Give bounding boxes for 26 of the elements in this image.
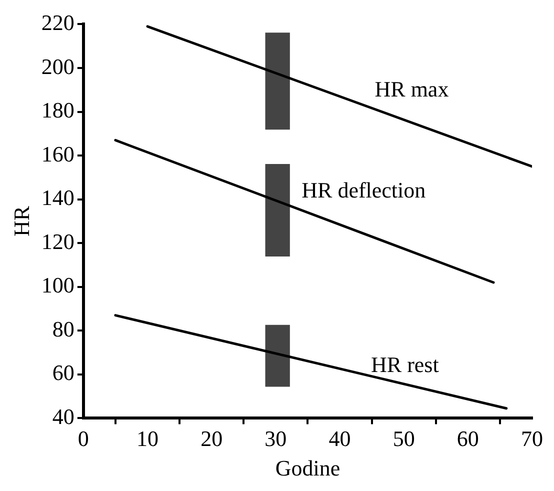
bar	[265, 324, 290, 387]
x-tick-label: 50	[392, 426, 415, 452]
y-tick-label: 80	[52, 316, 74, 342]
y-tick-label: 220	[41, 10, 74, 35]
x-tick-label: 10	[136, 426, 158, 452]
y-tick-label: 200	[41, 54, 74, 79]
x-tick-label: 40	[328, 426, 351, 452]
series-label: HR deflection	[302, 178, 426, 203]
y-tick-label: 140	[41, 185, 74, 210]
x-tick-label: 20	[200, 426, 223, 452]
y-tick-label: 180	[41, 98, 74, 123]
x-tick-label: 70	[521, 426, 543, 452]
y-axis-title: HR	[8, 206, 34, 236]
bar	[265, 32, 290, 130]
y-tick-label: 40	[52, 404, 74, 429]
x-tick-label: 30	[264, 426, 287, 452]
y-tick-label: 120	[41, 228, 74, 254]
x-axis-title: Godine	[275, 456, 340, 481]
y-tick-label: 100	[41, 272, 74, 298]
series-label: HR max	[374, 76, 449, 102]
bar	[265, 164, 290, 257]
series-label: HR rest	[370, 352, 439, 378]
y-tick-label: 60	[52, 360, 74, 386]
x-tick-label: 0	[78, 426, 89, 452]
y-tick-label: 160	[41, 141, 74, 166]
x-tick-label: 60	[456, 426, 479, 452]
